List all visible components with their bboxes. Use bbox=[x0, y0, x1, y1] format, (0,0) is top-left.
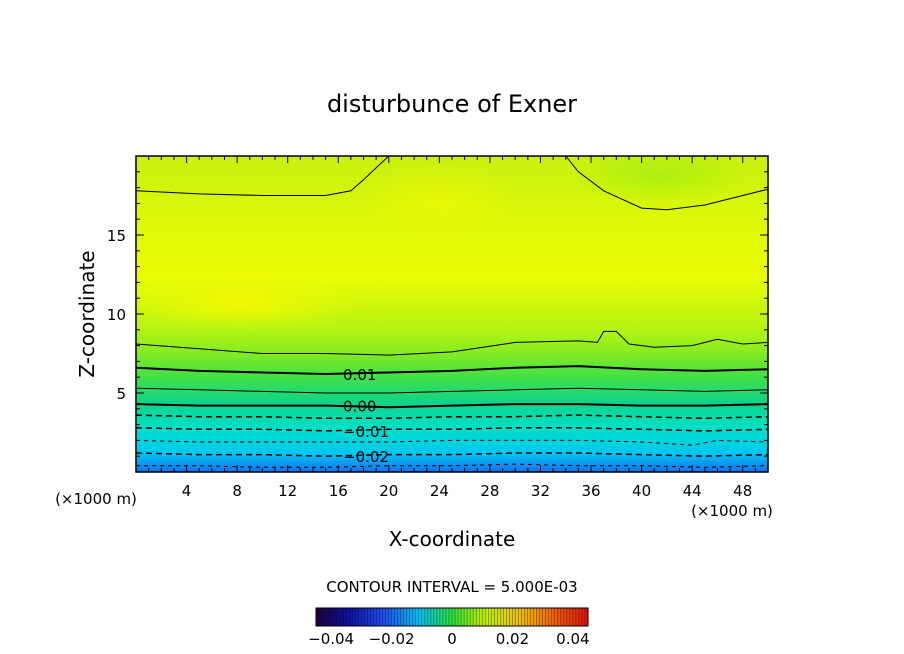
contour-line bbox=[136, 365, 768, 376]
x-axis: 4 8 12 16 20 24 28 32 36 40 44 48 bbox=[148, 156, 756, 500]
y-tick-label: 10 bbox=[107, 306, 126, 324]
heatmap-green-region bbox=[570, 156, 750, 203]
contour-line bbox=[136, 387, 768, 394]
contour-line bbox=[136, 463, 768, 468]
colorbar-tick-label: −0.02 bbox=[369, 630, 415, 648]
colorbar-tick-label: 0.04 bbox=[556, 630, 589, 648]
contour-line bbox=[136, 156, 390, 196]
contour-line bbox=[136, 439, 768, 446]
x-tick-label: 44 bbox=[683, 482, 702, 500]
heatmap-max-region bbox=[360, 160, 520, 240]
contour-label: −0.02 bbox=[343, 448, 389, 466]
colorbar: −0.04 −0.02 0 0.02 0.04 bbox=[308, 607, 590, 648]
x-tick-label: 28 bbox=[480, 482, 499, 500]
x-tick-label: 12 bbox=[278, 482, 297, 500]
x-tick-label: 4 bbox=[182, 482, 192, 500]
x-unit-label-right: (×1000 m) bbox=[691, 502, 773, 520]
colorbar-tick-label: −0.04 bbox=[308, 630, 354, 648]
y-tick-label: 5 bbox=[116, 385, 126, 403]
contour-labels: 0.01 0.00 −0.01 −0.02 bbox=[343, 366, 389, 466]
contour-lines bbox=[136, 156, 768, 468]
y-axis-label: Z-coordinate bbox=[75, 250, 99, 377]
x-axis-label: X-coordinate bbox=[389, 527, 516, 551]
x-unit-label-left: (×1000 m) bbox=[55, 490, 137, 508]
plot-area: 0.01 0.00 −0.01 −0.02 bbox=[136, 156, 768, 472]
colorbar-ticks: −0.04 −0.02 0 0.02 0.04 bbox=[308, 630, 589, 648]
contour-line bbox=[136, 414, 768, 420]
contour-label: 0.00 bbox=[343, 398, 376, 416]
x-tick-label: 8 bbox=[232, 482, 242, 500]
contour-line bbox=[136, 403, 768, 409]
colorbar-stripes bbox=[318, 608, 586, 626]
contour-label: −0.01 bbox=[343, 423, 389, 441]
x-tick-label: 24 bbox=[430, 482, 449, 500]
x-tick-label: 48 bbox=[733, 482, 752, 500]
contour-line bbox=[136, 427, 768, 432]
contour-label: 0.01 bbox=[343, 366, 376, 384]
heatmap-max-region bbox=[136, 272, 360, 332]
contour-line bbox=[136, 452, 768, 457]
colorbar-tick-label: 0.02 bbox=[496, 630, 529, 648]
y-axis: 5 10 15 bbox=[107, 171, 768, 457]
chart-title: disturbunce of Exner bbox=[327, 90, 577, 118]
contour-interval-text: CONTOUR INTERVAL = 5.000E-03 bbox=[326, 578, 577, 596]
colorbar-tick-label: 0 bbox=[447, 630, 457, 648]
contour-line bbox=[565, 156, 768, 211]
y-tick-label: 15 bbox=[107, 227, 126, 245]
x-tick-label: 20 bbox=[379, 482, 398, 500]
contour-line bbox=[136, 330, 768, 356]
x-tick-label: 36 bbox=[581, 482, 600, 500]
x-tick-label: 16 bbox=[329, 482, 348, 500]
x-tick-label: 32 bbox=[531, 482, 550, 500]
colorbar-frame bbox=[315, 607, 589, 627]
x-tick-label: 40 bbox=[632, 482, 651, 500]
